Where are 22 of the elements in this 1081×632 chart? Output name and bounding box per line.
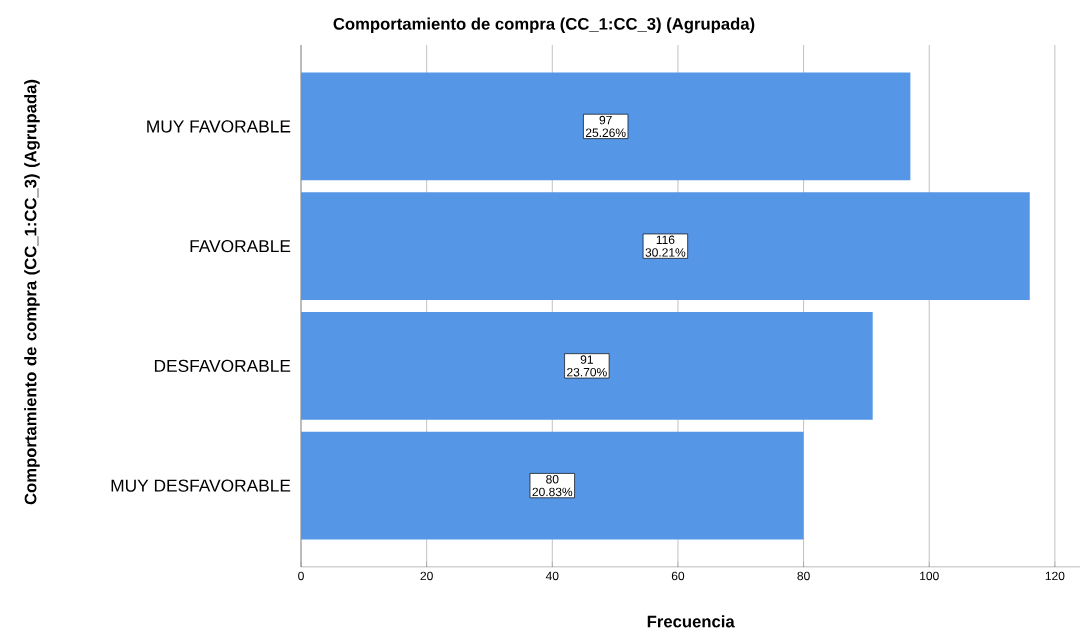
y-tick-label: MUY FAVORABLE: [147, 120, 291, 133]
y-tick-label: MUY DESFAVORABLE: [111, 479, 291, 492]
x-tick-label: 80: [797, 571, 810, 581]
bar: [301, 72, 911, 181]
bar: [301, 431, 804, 540]
bar: [301, 192, 1030, 301]
x-axis-title: Frecuencia: [647, 615, 735, 628]
data-label: 80 20.83%: [532, 475, 573, 497]
x-tick-label: 0: [298, 571, 304, 581]
y-tick-label: FAVORABLE: [190, 240, 291, 253]
x-tick-label: 120: [1045, 571, 1065, 581]
data-label: 97 25.26%: [585, 115, 626, 137]
y-axis-title: Comportamiento de compra (CC_1:CC_3) (Agrupada): [24, 79, 40, 505]
data-label: 91 23.70%: [567, 355, 607, 377]
chart-title: Comportamiento de compra (CC_1:CC_3) (Agrupada): [333, 17, 755, 34]
x-tick-label: 60: [671, 571, 685, 581]
x-tick-label: 100: [920, 571, 939, 581]
x-tick-label: 20: [420, 571, 433, 581]
y-tick-label: DESFAVORABLE: [154, 359, 291, 372]
x-tick-label: 40: [545, 571, 559, 581]
data-label: 116 30.21%: [645, 235, 686, 257]
bar: [301, 311, 873, 420]
